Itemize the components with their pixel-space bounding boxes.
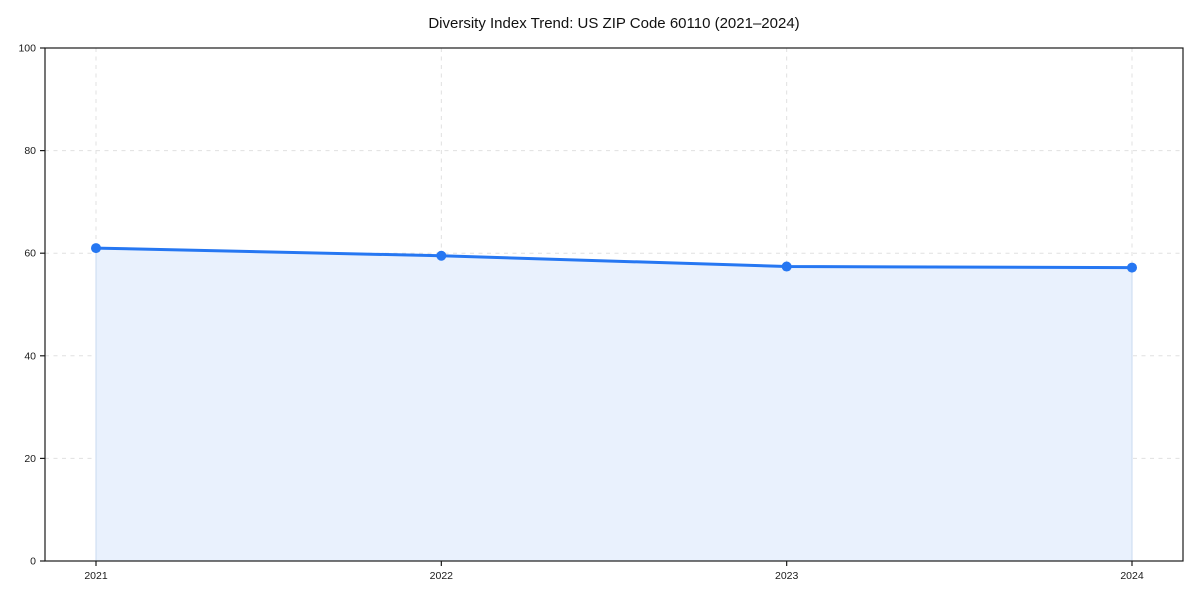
x-tick-label: 2023 [775,570,799,582]
x-tick-label: 2022 [430,570,454,582]
x-tick-label: 2021 [84,570,108,582]
y-tick-label: 40 [24,350,36,362]
y-tick-label: 20 [24,453,36,465]
data-point-2022 [436,250,447,261]
data-point-2023 [781,261,792,272]
y-tick-label: 80 [24,145,36,157]
area-fill [96,248,1132,561]
y-tick-label: 100 [18,43,36,55]
trend-line [94,246,1134,270]
plot-border [44,47,1184,562]
x-tick-label: 2024 [1120,570,1144,582]
y-tick-label: 60 [24,248,36,260]
y-tick-label: 0 [30,556,36,568]
data-point-2024 [1127,262,1137,273]
data-point-2021 [91,243,101,254]
chart-title: Diversity Index Trend: US ZIP Code 60110… [428,15,800,32]
